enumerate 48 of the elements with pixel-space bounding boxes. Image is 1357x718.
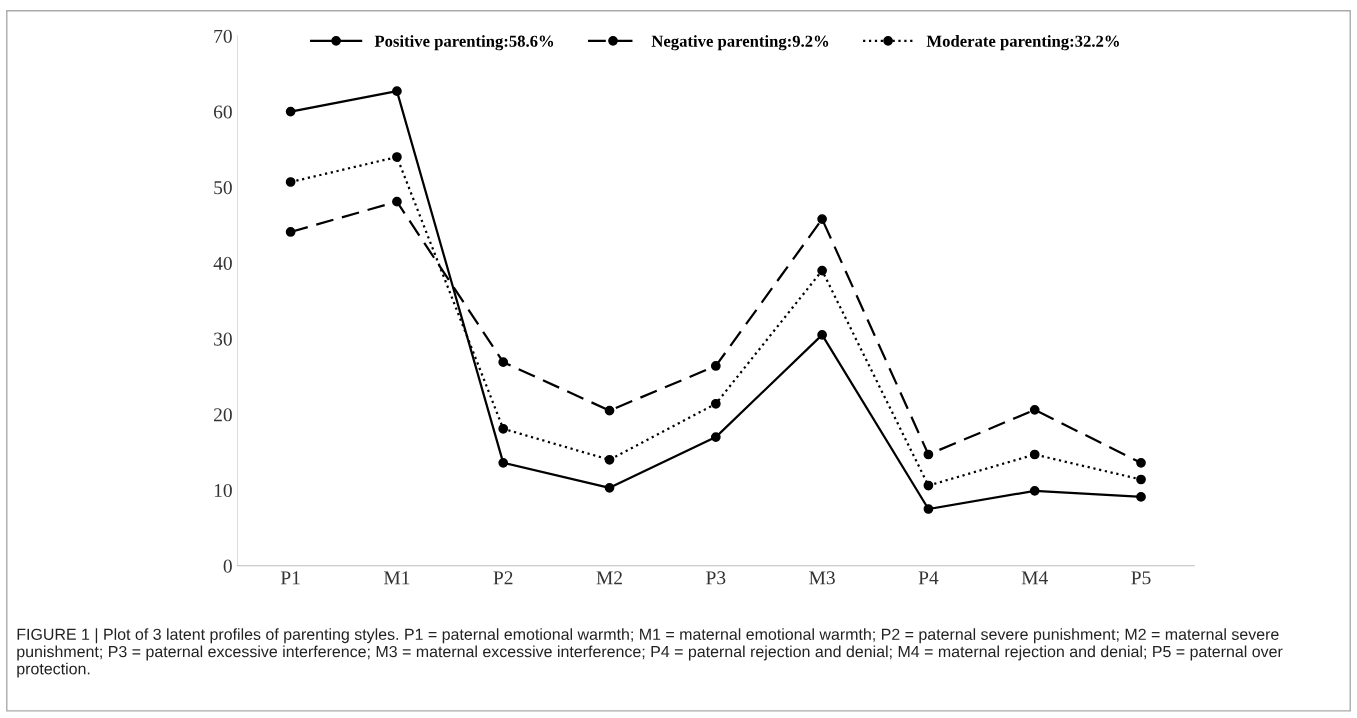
point	[817, 214, 827, 224]
point	[817, 330, 827, 340]
point	[1136, 457, 1146, 468]
y-tick-label: 40	[213, 256, 232, 270]
point	[392, 86, 402, 97]
point	[923, 480, 934, 491]
y-tick-label: 0	[223, 559, 232, 573]
point	[285, 227, 296, 237]
y-tick-label: 60	[214, 105, 232, 119]
point	[710, 398, 721, 409]
y-tick-label: 10	[214, 483, 232, 498]
x-tick-label: P2	[493, 571, 513, 585]
point	[1029, 485, 1040, 496]
x-tick-label: P5	[1131, 571, 1151, 585]
point	[392, 196, 402, 207]
point	[392, 152, 402, 162]
point	[604, 405, 615, 416]
y-tick-label: 30	[214, 332, 232, 346]
x-tick-label: M3	[809, 571, 835, 585]
point	[498, 423, 509, 434]
point	[285, 106, 296, 117]
point	[1136, 492, 1146, 502]
x-tick-label: P4	[918, 571, 939, 585]
x-tick-label: P1	[280, 571, 300, 585]
caption: FIGURE 1 | Plot of 3 latent profiles of parenting styles. P1 = paternal emotional warmth; M1 = maternal emotional warmth; P2 = paternal severe punishment; M2 = maternal severe punishment; P3 = paternal excessive interference; M3 = maternal excessive interference; P4 = paternal rejection and denial; M4 = maternal rejection and denial; P5 = paternal over protection.	[17, 628, 1283, 678]
legend-label: Positive parenting:58.6%	[374, 35, 554, 51]
point	[604, 454, 615, 465]
point	[498, 457, 509, 468]
x-tick-label: M4	[1021, 571, 1048, 585]
point	[285, 177, 296, 187]
point	[1029, 449, 1040, 460]
legend-label: Moderate parenting:32.2%	[926, 35, 1119, 51]
x-tick-label: M2	[596, 571, 622, 585]
point	[710, 361, 721, 371]
point	[817, 265, 827, 276]
point	[1136, 474, 1146, 485]
point	[498, 357, 509, 368]
x-tick-label: P3	[706, 571, 726, 585]
y-tick-label: 20	[214, 408, 232, 422]
point	[604, 482, 615, 493]
point	[923, 504, 934, 514]
x-tick-label: M1	[383, 571, 410, 585]
y-tick-label: 70	[214, 29, 232, 43]
legend-label: Negative parenting:9.2%	[651, 35, 829, 51]
point	[710, 432, 721, 442]
y-tick-label: 50	[214, 181, 232, 195]
point	[1029, 404, 1040, 415]
point	[923, 449, 934, 460]
